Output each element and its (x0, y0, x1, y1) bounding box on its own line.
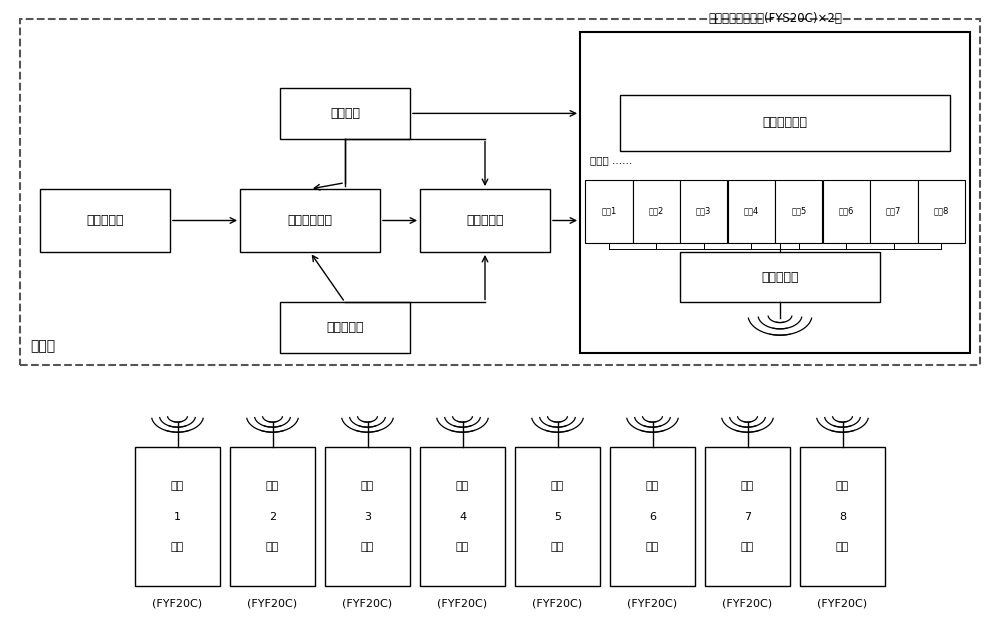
Text: 射机: 射机 (456, 542, 469, 552)
FancyBboxPatch shape (280, 302, 410, 353)
FancyBboxPatch shape (870, 180, 918, 243)
FancyBboxPatch shape (240, 189, 380, 252)
Text: (FYF20C): (FYF20C) (532, 598, 583, 609)
Text: 主振4: 主振4 (744, 207, 759, 215)
Text: 组发: 组发 (741, 481, 754, 491)
Text: 高频接收板: 高频接收板 (761, 271, 799, 284)
Text: 转换控制器: 转换控制器 (466, 214, 504, 227)
Text: 本安电源: 本安电源 (330, 107, 360, 120)
FancyBboxPatch shape (800, 447, 885, 586)
Text: 射机: 射机 (266, 542, 279, 552)
FancyBboxPatch shape (680, 180, 727, 243)
FancyBboxPatch shape (728, 180, 775, 243)
FancyBboxPatch shape (705, 447, 790, 586)
Text: 组发: 组发 (266, 481, 279, 491)
Text: 5: 5 (554, 512, 561, 522)
Text: 主振1: 主振1 (601, 207, 616, 215)
Text: (FYF20C): (FYF20C) (437, 598, 488, 609)
FancyBboxPatch shape (610, 447, 695, 586)
Text: 组发: 组发 (361, 481, 374, 491)
Text: 主振3: 主振3 (696, 207, 711, 215)
Text: 组发: 组发 (551, 481, 564, 491)
Text: 主振6: 主振6 (839, 207, 854, 215)
Text: 7: 7 (744, 512, 751, 522)
FancyBboxPatch shape (585, 180, 633, 243)
FancyBboxPatch shape (325, 447, 410, 586)
Text: 主振5: 主振5 (791, 207, 806, 215)
Text: 1: 1 (174, 512, 181, 522)
FancyBboxPatch shape (420, 447, 505, 586)
Text: (FYF20C): (FYF20C) (817, 598, 868, 609)
FancyBboxPatch shape (40, 189, 170, 252)
Text: 主振7: 主振7 (886, 207, 901, 215)
FancyBboxPatch shape (230, 447, 315, 586)
Text: 射机: 射机 (361, 542, 374, 552)
Text: 8: 8 (839, 512, 846, 522)
Text: 6: 6 (649, 512, 656, 522)
FancyBboxPatch shape (633, 180, 680, 243)
FancyBboxPatch shape (280, 88, 410, 139)
Text: 光电编码器: 光电编码器 (86, 214, 124, 227)
FancyBboxPatch shape (515, 447, 600, 586)
FancyBboxPatch shape (620, 94, 950, 151)
Text: 组发: 组发 (646, 481, 659, 491)
Text: 主振2: 主振2 (649, 207, 664, 215)
FancyBboxPatch shape (775, 180, 822, 243)
Text: 非本安电源: 非本安电源 (326, 321, 364, 334)
FancyBboxPatch shape (20, 19, 980, 365)
FancyBboxPatch shape (580, 32, 970, 353)
Text: 3: 3 (364, 512, 371, 522)
FancyBboxPatch shape (135, 447, 220, 586)
Text: 射机: 射机 (551, 542, 564, 552)
Text: (FYF20C): (FYF20C) (342, 598, 393, 609)
Text: 组发: 组发 (171, 481, 184, 491)
Text: (FYF20C): (FYF20C) (722, 598, 773, 609)
Text: 采煤机: 采煤机 (30, 339, 55, 353)
FancyBboxPatch shape (918, 180, 965, 243)
Text: 组发: 组发 (836, 481, 849, 491)
FancyBboxPatch shape (680, 252, 880, 302)
Text: (FYF20C): (FYF20C) (247, 598, 298, 609)
Text: 单片机解码器: 单片机解码器 (763, 117, 808, 129)
Text: 可编程控制器: 可编程控制器 (288, 214, 332, 227)
Text: (FYF20C): (FYF20C) (627, 598, 678, 609)
Text: 射机: 射机 (741, 542, 754, 552)
Text: 控制端 ......: 控制端 ...... (590, 156, 632, 166)
Text: 主振8: 主振8 (934, 207, 949, 215)
FancyBboxPatch shape (420, 189, 550, 252)
Text: 射机: 射机 (836, 542, 849, 552)
Text: 2: 2 (269, 512, 276, 522)
Text: (FYF20C): (FYF20C) (152, 598, 203, 609)
FancyBboxPatch shape (822, 180, 870, 243)
Text: 组发: 组发 (456, 481, 469, 491)
Text: 射机: 射机 (171, 542, 184, 552)
Text: 4: 4 (459, 512, 466, 522)
Text: 无线电遥控接收机(FYS20C)×2部: 无线电遥控接收机(FYS20C)×2部 (708, 12, 842, 25)
Text: 射机: 射机 (646, 542, 659, 552)
